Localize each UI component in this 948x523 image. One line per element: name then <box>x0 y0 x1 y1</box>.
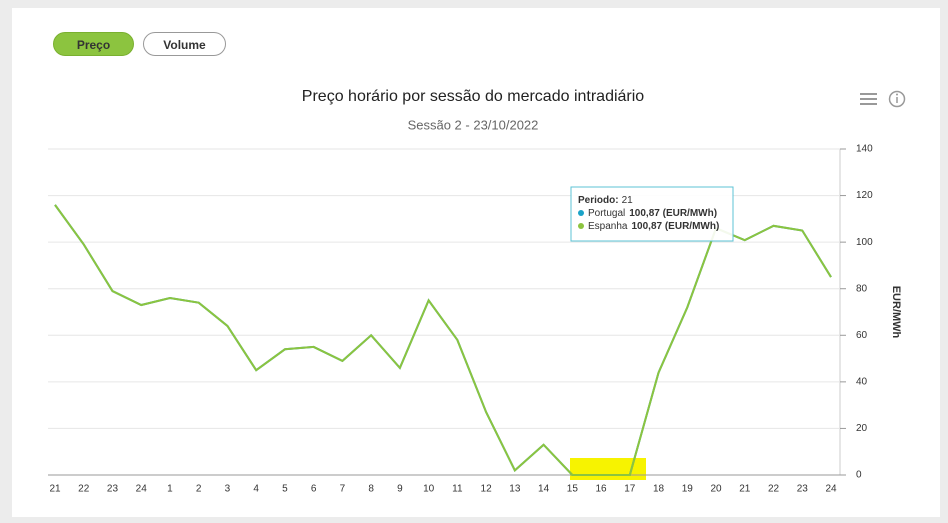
x-tick-label: 2 <box>196 484 202 495</box>
tooltip-dot <box>578 210 584 216</box>
menu-icon[interactable] <box>860 93 877 105</box>
x-tick-label: 10 <box>423 484 435 495</box>
x-tick-label: 20 <box>710 484 722 495</box>
x-tick-label: 9 <box>397 484 403 495</box>
tooltip-label: Periodo: <box>578 195 619 206</box>
x-tick-label: 23 <box>107 484 119 495</box>
x-tick-label: 17 <box>624 484 636 495</box>
card <box>12 8 940 517</box>
y-tick-label: 120 <box>856 190 873 201</box>
y-axis-label: EUR/MWh <box>890 286 902 339</box>
tooltip-value: 100,87 (EUR/MWh) <box>631 221 719 232</box>
tooltip-series-name: Espanha <box>588 221 628 232</box>
x-tick-label: 3 <box>225 484 231 495</box>
y-tick-label: 60 <box>856 330 868 341</box>
x-tick-label: 24 <box>136 484 148 495</box>
series-line <box>54 204 832 476</box>
x-tick-label: 4 <box>253 484 259 495</box>
x-tick-label: 13 <box>509 484 521 495</box>
x-tick-label: 24 <box>825 484 837 495</box>
x-tick-label: 14 <box>538 484 550 495</box>
x-tick-label: 12 <box>481 484 493 495</box>
x-tick-label: 18 <box>653 484 665 495</box>
tooltip-header: Periodo: 21 <box>578 195 633 206</box>
x-tick-label: 21 <box>739 484 751 495</box>
y-tick-label: 80 <box>856 283 868 294</box>
x-tick-label: 7 <box>340 484 346 495</box>
x-tick-label: 11 <box>452 484 463 495</box>
x-tick-label: 5 <box>282 484 288 495</box>
y-tick-label: 0 <box>856 470 862 481</box>
tooltip-row: Espanha 100,87 (EUR/MWh) <box>588 221 719 232</box>
tooltip-series-name: Portugal <box>588 208 625 219</box>
info-icon[interactable] <box>888 90 906 108</box>
x-tick-label: 8 <box>368 484 374 495</box>
series-line <box>54 204 832 476</box>
tooltip-dot <box>578 223 584 229</box>
y-tick-label: 100 <box>856 237 873 248</box>
tooltip-category: 21 <box>622 195 634 206</box>
tooltip-value: 100,87 (EUR/MWh) <box>629 208 717 219</box>
chart-subtitle: Sessão 2 - 23/10/2022 <box>408 117 539 132</box>
y-tick-label: 20 <box>856 423 868 434</box>
y-tick-label: 140 <box>856 144 873 155</box>
chart-title: Preço horário por sessão do mercado intr… <box>302 88 645 105</box>
x-tick-label: 22 <box>768 484 780 495</box>
x-tick-label: 15 <box>567 484 579 495</box>
x-tick-label: 6 <box>311 484 317 495</box>
x-tick-label: 16 <box>596 484 608 495</box>
y-tick-label: 40 <box>856 376 868 387</box>
volume-button[interactable]: Volume <box>143 32 226 56</box>
price-button[interactable]: Preço <box>53 32 134 56</box>
tooltip-row: Portugal 100,87 (EUR/MWh) <box>588 208 717 219</box>
x-tick-label: 22 <box>78 484 90 495</box>
tooltip-box <box>570 186 734 242</box>
x-tick-label: 21 <box>49 484 61 495</box>
x-tick-label: 23 <box>797 484 809 495</box>
x-tick-label: 19 <box>682 484 694 495</box>
x-tick-label: 1 <box>167 484 173 495</box>
